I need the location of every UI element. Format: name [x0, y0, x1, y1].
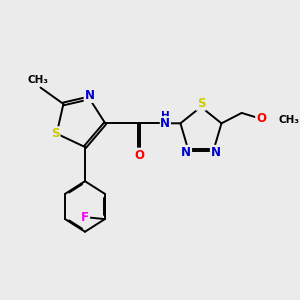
Text: S: S [197, 97, 205, 110]
Text: O: O [134, 148, 144, 162]
Text: N: N [181, 146, 191, 159]
Text: N: N [160, 117, 170, 130]
Text: H: H [161, 111, 170, 121]
Text: O: O [256, 112, 266, 125]
Text: S: S [51, 127, 60, 140]
Text: N: N [85, 89, 94, 102]
Text: CH₃: CH₃ [28, 75, 49, 85]
Text: F: F [81, 211, 89, 224]
Text: N: N [211, 146, 221, 159]
Text: CH₃: CH₃ [279, 116, 300, 125]
